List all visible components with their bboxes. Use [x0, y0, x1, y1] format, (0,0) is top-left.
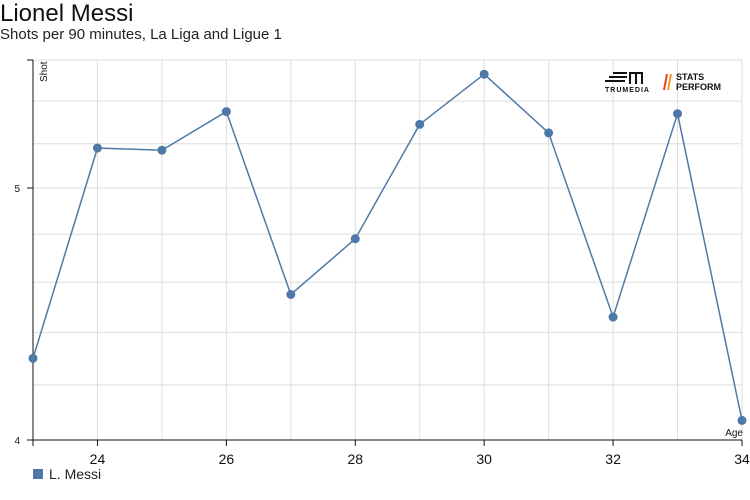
data-point: [350, 234, 360, 244]
x-tick-label: 32: [605, 451, 621, 467]
data-point: [673, 109, 683, 119]
x-tick-label: 30: [476, 451, 492, 467]
stats-perform-mark-icon: [663, 74, 672, 90]
x-tick-label: 24: [90, 451, 106, 467]
y-axis-label: Shot: [39, 61, 50, 82]
data-point: [544, 128, 554, 138]
data-point: [737, 415, 747, 425]
trumedia-logo: TRUMEDIA: [603, 70, 657, 96]
grid-lines: [33, 59, 743, 441]
data-point: [221, 107, 231, 117]
series-line: [32, 73, 743, 421]
data-point: [415, 119, 425, 129]
stats-perform-logo: STATS PERFORM: [660, 72, 730, 94]
axes: 24 26 28 30 32 34 4 5 Shot Age: [14, 59, 750, 467]
chart-title: Lionel Messi: [0, 0, 134, 27]
stats-perform-wordmark: STATS PERFORM: [676, 72, 721, 92]
y-tick-label: 5: [14, 184, 20, 195]
data-point: [479, 69, 489, 79]
x-tick-label: 26: [219, 451, 235, 467]
x-axis-label: Age: [725, 428, 743, 439]
trumedia-wordmark: TRUMEDIA: [605, 87, 650, 94]
x-tick-label: 28: [347, 451, 363, 467]
y-tick-label: 4: [14, 436, 20, 447]
legend-label: L. Messi: [49, 466, 102, 482]
x-tick-label: 34: [734, 451, 750, 467]
data-point: [286, 290, 296, 300]
legend: L. Messi: [33, 466, 101, 482]
data-point: [92, 143, 102, 153]
legend-swatch: [33, 469, 43, 479]
data-point: [28, 353, 38, 363]
data-point: [157, 145, 167, 155]
data-point: [608, 312, 618, 322]
chart-subtitle: Shots per 90 minutes, La Liga and Ligue …: [0, 26, 282, 43]
trumedia-mark-icon: [605, 72, 643, 84]
series-lmessi: [28, 69, 747, 425]
